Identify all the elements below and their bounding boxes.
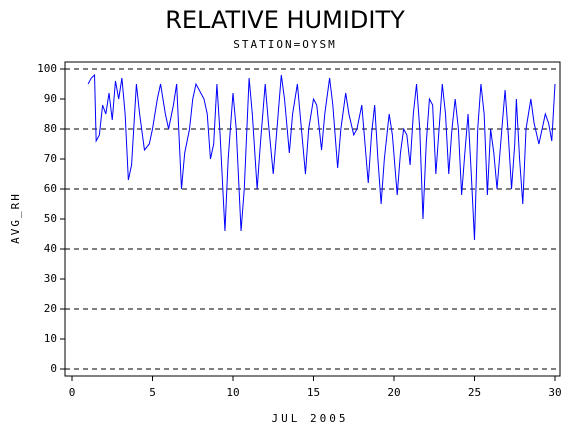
y-tick-label: 70 xyxy=(44,152,57,165)
x-tick-label: 10 xyxy=(226,386,239,399)
y-tick-label: 40 xyxy=(44,242,57,255)
y-tick-label: 60 xyxy=(44,182,57,195)
chart-title: RELATIVE HUMIDITY xyxy=(165,6,405,34)
x-tick-label: 30 xyxy=(548,386,561,399)
y-axis-label: AVG_RH xyxy=(9,192,22,244)
y-tick-label: 0 xyxy=(50,362,57,375)
x-axis-label: JUL 2005 xyxy=(272,412,349,425)
x-tick-label: 5 xyxy=(149,386,156,399)
x-tick-label: 25 xyxy=(468,386,481,399)
x-tick-label: 20 xyxy=(387,386,400,399)
y-tick-label: 50 xyxy=(44,212,57,225)
y-tick-label: 10 xyxy=(44,332,57,345)
chart-subtitle: STATION=OYSM xyxy=(233,38,336,51)
y-tick-label: 30 xyxy=(44,272,57,285)
x-tick-label: 0 xyxy=(69,386,76,399)
y-tick-label: 80 xyxy=(44,122,57,135)
y-tick-label: 20 xyxy=(44,302,57,315)
x-tick-label: 15 xyxy=(307,386,320,399)
data-line xyxy=(87,73,556,241)
y-tick-label: 90 xyxy=(44,92,57,105)
y-tick-label: 100 xyxy=(37,62,57,75)
